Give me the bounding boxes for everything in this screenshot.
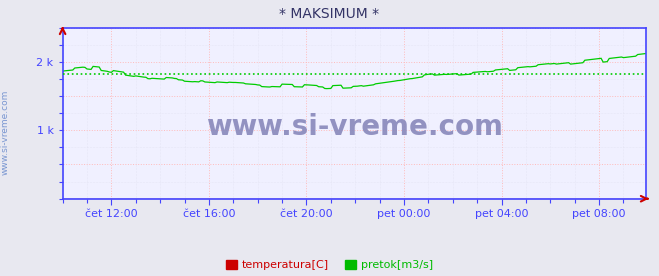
Text: * MAKSIMUM *: * MAKSIMUM *: [279, 7, 380, 21]
Text: www.si-vreme.com: www.si-vreme.com: [1, 90, 10, 175]
Text: www.si-vreme.com: www.si-vreme.com: [206, 113, 503, 141]
Legend: temperatura[C], pretok[m3/s]: temperatura[C], pretok[m3/s]: [226, 260, 433, 270]
